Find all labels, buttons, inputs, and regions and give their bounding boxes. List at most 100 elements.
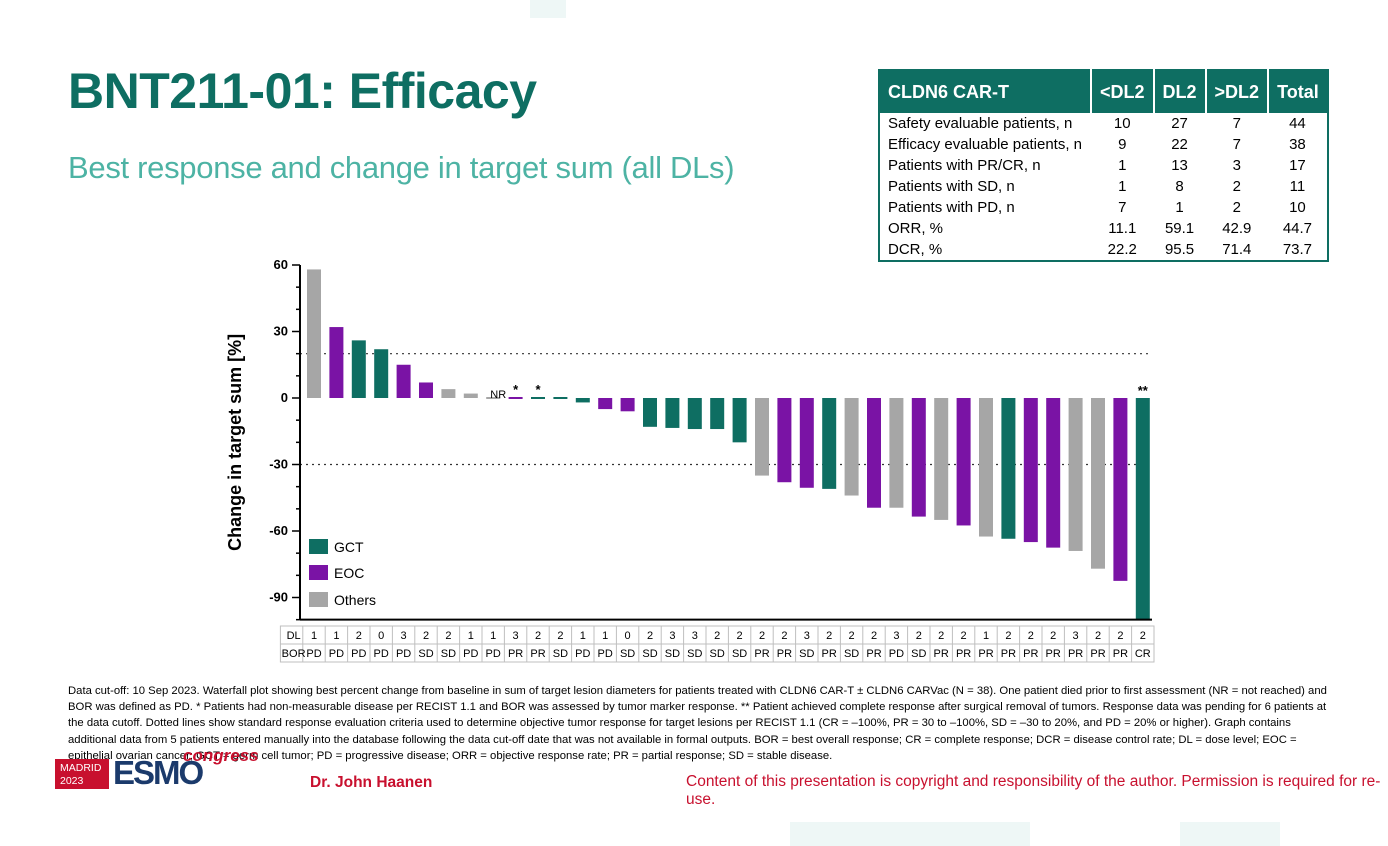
table-cell: 73.7	[1282, 241, 1313, 258]
dl-value: 1	[311, 630, 317, 642]
table-cell: 8	[1175, 178, 1184, 195]
bar-others	[486, 397, 501, 399]
footnote: Data cut-off: 10 Sep 2023. Waterfall plo…	[68, 685, 1327, 762]
dl-value: 0	[378, 630, 384, 642]
bar-gct	[553, 397, 568, 399]
bar-others	[755, 398, 769, 476]
dl-value: 3	[401, 630, 407, 642]
bor-value: PR	[777, 648, 792, 660]
dl-value: 2	[781, 630, 787, 642]
bar-eoc	[396, 364, 411, 398]
dl-value: 0	[625, 630, 631, 642]
bor-value: PR	[978, 648, 993, 660]
table-header-cell: <DL2	[1090, 70, 1154, 113]
dl-value: 3	[1073, 630, 1079, 642]
table-row-label: Patients with PR/CR, n	[888, 157, 1041, 174]
bor-value: SD	[553, 648, 568, 660]
legend-swatch-others	[309, 592, 328, 607]
bor-value: PR	[1046, 648, 1061, 660]
logo-madrid-badge: MADRID 2023	[55, 759, 109, 789]
table-cell: 1	[1118, 178, 1127, 195]
table-cell: 9	[1118, 136, 1127, 153]
dl-value: 3	[893, 630, 899, 642]
decorative-shape	[790, 822, 1030, 846]
bar-eoc	[598, 398, 613, 410]
bar-others	[889, 398, 904, 508]
table-cell: 11	[1289, 178, 1306, 195]
bor-value: PR	[866, 648, 881, 660]
dl-value: 3	[669, 630, 675, 642]
dl-value: 1	[580, 630, 586, 642]
bar-annotation: *	[535, 382, 541, 397]
table-row: ORR, % 11.1 59.1 42.9 44.7	[879, 218, 1328, 239]
bar-eoc	[777, 398, 792, 483]
bar-eoc	[1113, 398, 1128, 581]
bar-others	[307, 269, 321, 398]
dl-value: 3	[692, 630, 698, 642]
dl-value: 2	[1140, 630, 1146, 642]
bar-others	[1091, 398, 1105, 569]
bor-value: PR	[530, 648, 545, 660]
dl-value: 2	[647, 630, 653, 642]
bar-gct	[374, 349, 389, 398]
bar-eoc	[799, 398, 814, 488]
bar-eoc	[419, 382, 433, 398]
bar-eoc	[508, 397, 523, 399]
dl-value: 2	[557, 630, 563, 642]
table-cell: 1	[1175, 199, 1184, 216]
dl-value: 2	[1005, 630, 1011, 642]
page-title: BNT211-01: Efficacy	[68, 63, 537, 119]
row-header: DL	[287, 630, 301, 642]
bor-value: PD	[374, 648, 389, 660]
bor-value: SD	[441, 648, 456, 660]
copyright-notice: Content of this presentation is copyrigh…	[686, 773, 1381, 808]
dl-value: 2	[445, 630, 451, 642]
table-row: Patients with PD, n 7 1 2 10	[879, 197, 1328, 218]
table-cell: 38	[1289, 136, 1306, 153]
logo-madrid-text: MADRID	[60, 762, 102, 774]
table-header-cell: DL2	[1152, 70, 1206, 113]
dl-value: 2	[1028, 630, 1034, 642]
bor-value: PR	[956, 648, 971, 660]
bor-value: PR	[1090, 648, 1105, 660]
table-cell: 7	[1232, 136, 1241, 153]
bar-gct	[822, 398, 837, 489]
bor-value: PD	[463, 648, 478, 660]
bar-gct	[1135, 398, 1150, 620]
bar-others	[844, 398, 859, 496]
y-tick-label: 30	[274, 324, 288, 339]
row-header: BOR	[282, 648, 306, 660]
y-tick-label: -90	[269, 590, 288, 605]
dl-value: 2	[1117, 630, 1123, 642]
table-cell: 10	[1113, 115, 1131, 132]
y-tick-label: 0	[281, 390, 288, 405]
bor-value: SD	[710, 648, 725, 660]
bar-gct	[665, 398, 680, 428]
table-row-label: Efficacy evaluable patients, n	[888, 136, 1083, 153]
bar-others	[1068, 398, 1083, 551]
bor-value: PR	[934, 648, 949, 660]
bor-value: SD	[418, 648, 433, 660]
dl-value: 2	[423, 630, 429, 642]
dl-value: 1	[983, 630, 989, 642]
page-subtitle: Best response and change in target sum (…	[68, 150, 735, 185]
bor-value: PD	[598, 648, 613, 660]
bar-others	[441, 389, 456, 398]
logo-year-text: 2023	[60, 775, 84, 787]
table-row-label: ORR, %	[888, 220, 944, 237]
legend-swatch-eoc	[309, 565, 328, 580]
table-cell: 2	[1232, 199, 1241, 216]
legend-swatch-gct	[309, 539, 328, 554]
table-cell: 13	[1171, 157, 1188, 174]
bar-eoc	[1046, 398, 1061, 548]
bar-gct	[575, 398, 590, 403]
dl-value: 1	[490, 630, 496, 642]
table-cell: 44	[1289, 115, 1306, 132]
bor-value: PD	[396, 648, 411, 660]
dl-value: 2	[356, 630, 362, 642]
bar-annotation: **	[1138, 383, 1149, 398]
dl-value: 2	[535, 630, 541, 642]
table-cell: 22.2	[1107, 241, 1137, 258]
table-cell: 22	[1171, 136, 1188, 153]
